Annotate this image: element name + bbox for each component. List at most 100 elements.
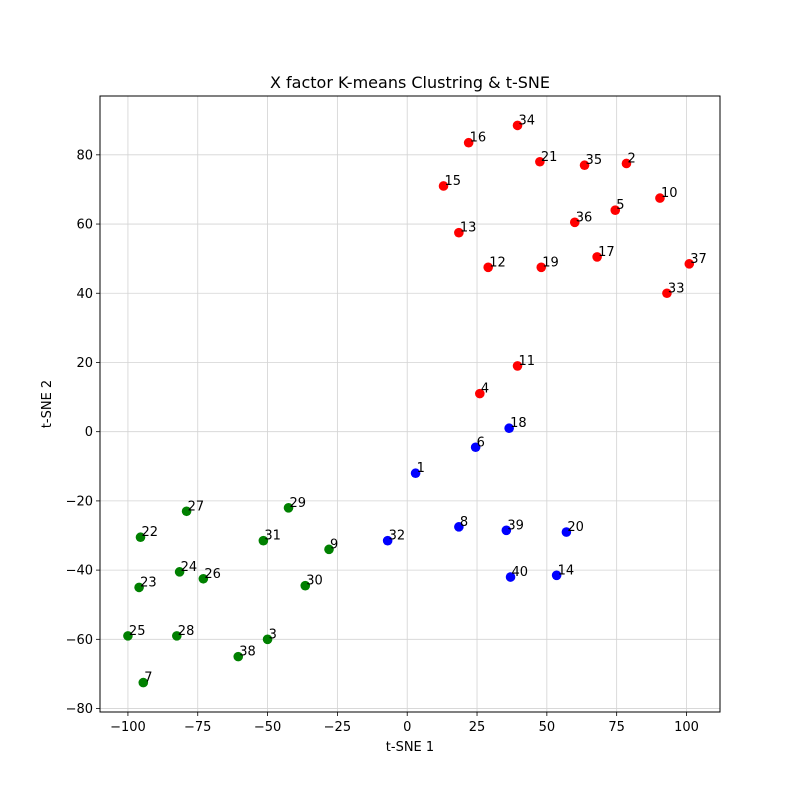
data-point-11 — [512, 361, 523, 371]
point-label-21: 21 — [541, 150, 558, 165]
data-point-26 — [198, 573, 209, 584]
point-label-6: 6 — [477, 435, 485, 450]
y-tick-label: −40 — [66, 564, 93, 579]
point-label-30: 30 — [306, 574, 323, 589]
axis-ticks: −100 −75 −50 −25 0 25 50 75 100−80−60−40−2002040… — [66, 148, 699, 735]
data-point-35 — [579, 160, 590, 171]
point-label-8: 8 — [460, 515, 468, 530]
point-label-17: 17 — [598, 245, 615, 260]
data-point-4 — [475, 388, 485, 399]
data-point-37 — [684, 259, 695, 269]
data-point-23 — [134, 582, 144, 593]
point-label-38: 38 — [239, 645, 256, 660]
point-label-37: 37 — [690, 252, 707, 267]
point-label-20: 20 — [567, 520, 584, 535]
data-point-28 — [172, 631, 182, 641]
data-point-24 — [174, 567, 185, 577]
data-point-1 — [410, 468, 421, 479]
point-label-23: 23 — [140, 575, 157, 590]
y-tick-label: −80 — [66, 702, 93, 717]
y-tick-label: −60 — [66, 633, 93, 648]
point-label-15: 15 — [445, 174, 462, 189]
point-label-35: 35 — [586, 153, 603, 168]
x-tick-label: 50 — [539, 720, 556, 735]
data-point-17 — [592, 252, 602, 262]
point-label-7: 7 — [144, 671, 152, 686]
x-tick-label: 25 — [469, 720, 486, 735]
x-tick-label: 75 — [608, 720, 625, 735]
point-label-25: 25 — [129, 624, 146, 639]
x-tick-label: 0 — [403, 720, 411, 735]
data-point-18 — [504, 423, 514, 434]
x-tick-label: −50 — [254, 720, 281, 735]
data-point-6 — [470, 442, 481, 453]
point-label-29: 29 — [290, 496, 307, 511]
point-label-31: 31 — [264, 529, 281, 544]
x-tick-label: 100 — [674, 720, 699, 735]
data-point-36 — [569, 217, 580, 228]
x-tick-label: −25 — [324, 720, 351, 735]
point-label-9: 9 — [330, 537, 338, 552]
data-point-7 — [138, 677, 149, 688]
point-label-14: 14 — [558, 563, 575, 578]
point-label-34: 34 — [519, 113, 536, 128]
point-label-26: 26 — [204, 567, 221, 582]
point-label-5: 5 — [616, 198, 624, 213]
point-label-1: 1 — [417, 461, 425, 476]
data-point-32 — [382, 535, 393, 546]
data-point-9 — [324, 544, 334, 555]
data-point-25 — [123, 631, 133, 641]
point-label-33: 33 — [668, 281, 685, 296]
y-tick-label: 80 — [76, 148, 93, 163]
data-point-13 — [454, 227, 464, 238]
data-point-5 — [610, 205, 621, 216]
point-label-4: 4 — [481, 382, 489, 397]
data-point-16 — [463, 137, 474, 148]
data-point-31 — [258, 535, 269, 546]
point-label-11: 11 — [519, 354, 536, 369]
data-point-20 — [561, 527, 572, 537]
x-tick-label: −100 — [110, 720, 146, 735]
chart-title: X factor K-means Clustring & t-SNE — [270, 73, 550, 92]
point-label-10: 10 — [661, 186, 678, 201]
point-label-2: 2 — [627, 151, 635, 166]
point-label-13: 13 — [460, 221, 477, 236]
data-point-39 — [501, 525, 512, 536]
point-label-36: 36 — [576, 210, 593, 225]
point-label-27: 27 — [188, 499, 205, 514]
point-label-32: 32 — [389, 529, 406, 544]
point-label-12: 12 — [489, 255, 506, 270]
data-point-14 — [551, 570, 562, 581]
grid — [100, 96, 720, 712]
point-label-16: 16 — [470, 131, 487, 146]
data-point-3 — [262, 634, 273, 645]
data-point-12 — [483, 262, 493, 273]
data-point-15 — [438, 181, 449, 191]
data-point-40 — [505, 572, 516, 582]
data-point-21 — [535, 156, 545, 167]
data-point-34 — [512, 120, 523, 131]
y-tick-label: −20 — [66, 494, 93, 509]
point-label-24: 24 — [181, 560, 198, 575]
point-label-22: 22 — [141, 525, 158, 540]
x-tick-label: −75 — [184, 720, 211, 735]
data-point-30 — [300, 580, 311, 591]
point-label-3: 3 — [269, 627, 277, 642]
data-point-8 — [454, 522, 464, 532]
x-axis-label: t-SNE 1 — [386, 740, 434, 755]
data-point-27 — [181, 506, 192, 517]
data-point-22 — [135, 532, 146, 543]
point-label-28: 28 — [178, 624, 195, 639]
y-tick-label: 20 — [76, 356, 93, 371]
y-axis-label: t-SNE 2 — [40, 380, 55, 428]
y-tick-label: 0 — [85, 425, 93, 440]
point-label-39: 39 — [507, 518, 524, 533]
plot-frame — [99, 95, 721, 713]
data-point-29 — [283, 503, 294, 513]
data-point-19 — [536, 262, 547, 273]
point-label-18: 18 — [510, 416, 527, 431]
data-point-38 — [233, 651, 244, 662]
data-point-10 — [655, 193, 665, 203]
